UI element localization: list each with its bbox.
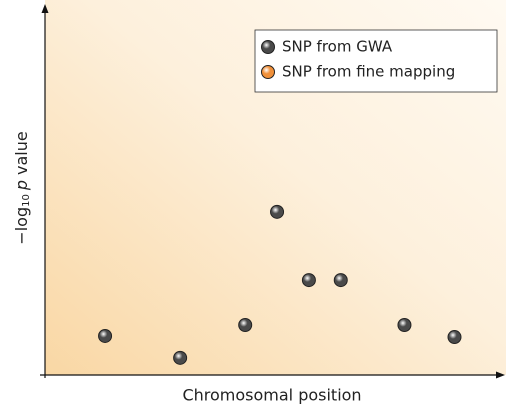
legend-label: SNP from fine mapping bbox=[282, 63, 455, 81]
data-point bbox=[98, 328, 113, 343]
data-point bbox=[270, 204, 285, 219]
legend-box bbox=[254, 29, 498, 93]
y-label-subscript: 10 bbox=[21, 194, 32, 207]
data-point bbox=[301, 273, 316, 288]
x-axis-arrow bbox=[496, 371, 505, 379]
y-axis-arrow bbox=[41, 4, 49, 13]
y-label-part: −log bbox=[12, 207, 31, 245]
data-point bbox=[333, 273, 348, 288]
legend-marker bbox=[261, 65, 275, 79]
y-label-part: p bbox=[12, 180, 31, 191]
legend-marker bbox=[261, 40, 275, 54]
data-point bbox=[447, 330, 462, 345]
x-axis-label: Chromosomal position bbox=[182, 386, 361, 405]
legend-label: SNP from GWA bbox=[282, 38, 393, 56]
data-point bbox=[238, 317, 253, 332]
y-label-part: value bbox=[12, 131, 31, 175]
y-axis-label: −log10 p value bbox=[12, 131, 33, 244]
data-point bbox=[173, 350, 188, 365]
data-point bbox=[397, 317, 412, 332]
